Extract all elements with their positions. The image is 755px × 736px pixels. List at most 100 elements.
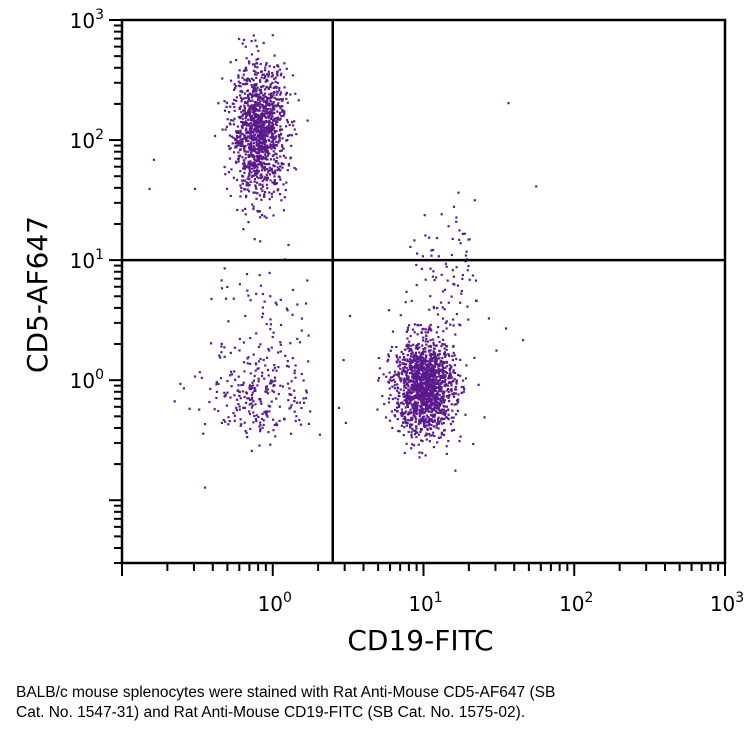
data-point [233, 151, 236, 154]
data-point [413, 355, 416, 358]
data-point [437, 336, 440, 339]
data-point [241, 114, 244, 117]
data-point [242, 406, 245, 409]
data-point [242, 162, 245, 165]
data-point [420, 420, 423, 423]
data-point [454, 371, 457, 375]
data-point [281, 98, 284, 101]
data-point [291, 313, 294, 316]
data-point [399, 412, 402, 415]
data-point [235, 178, 239, 181]
data-point [437, 393, 440, 396]
data-point [288, 387, 291, 390]
data-point [237, 151, 240, 154]
data-point [461, 274, 464, 277]
data-point [268, 162, 271, 166]
data-point [254, 65, 257, 68]
data-point [188, 407, 191, 410]
data-point [406, 421, 409, 425]
data-point [388, 378, 391, 381]
data-point [442, 395, 445, 398]
data-point [403, 416, 406, 419]
data-point [257, 98, 260, 101]
data-point [293, 369, 296, 372]
data-point [443, 352, 446, 355]
data-point [424, 350, 427, 353]
data-point [268, 410, 271, 413]
data-point [269, 83, 272, 86]
data-point [296, 303, 299, 306]
data-point [440, 273, 443, 276]
data-point [251, 381, 254, 384]
data-point [432, 372, 435, 375]
data-point [244, 136, 247, 139]
data-point [289, 342, 292, 345]
data-point [257, 367, 260, 370]
data-point [424, 358, 427, 361]
data-point [204, 423, 207, 426]
data-point [274, 80, 277, 83]
data-point [261, 371, 264, 374]
data-point [437, 385, 440, 388]
data-point [270, 130, 273, 133]
data-point [263, 166, 266, 169]
data-point [428, 308, 431, 311]
data-point [401, 369, 404, 373]
data-point [255, 104, 258, 107]
data-point [233, 414, 236, 417]
data-point [267, 116, 270, 119]
data-point [269, 113, 272, 116]
data-point [387, 309, 391, 312]
data-point [256, 166, 259, 169]
data-point [274, 76, 277, 79]
data-point [234, 145, 237, 148]
data-point [295, 401, 298, 404]
data-point [420, 404, 423, 407]
data-point [260, 150, 263, 153]
data-point [285, 139, 288, 142]
data-point [423, 411, 426, 414]
data-point [459, 374, 462, 377]
data-point [408, 390, 411, 393]
data-point [411, 405, 414, 408]
data-point [429, 362, 432, 365]
data-point [251, 77, 254, 80]
data-point [449, 388, 452, 391]
data-point [255, 121, 258, 124]
data-point [430, 402, 433, 405]
data-point [280, 128, 284, 131]
data-point [260, 187, 263, 190]
data-point [424, 454, 427, 457]
data-point [414, 351, 418, 354]
data-point [247, 155, 250, 159]
data-point [286, 121, 289, 124]
data-point [407, 411, 410, 414]
data-point [403, 426, 406, 429]
data-point [424, 402, 427, 405]
data-point [441, 360, 444, 363]
data-point [232, 102, 235, 105]
data-point [253, 133, 257, 136]
data-point [255, 151, 258, 154]
data-point [268, 206, 271, 209]
data-point [449, 323, 452, 326]
data-point [293, 400, 296, 403]
data-point [214, 134, 217, 138]
data-point [265, 62, 268, 65]
data-point [253, 73, 256, 76]
data-point [273, 180, 276, 183]
data-point [256, 156, 259, 159]
data-point [445, 345, 449, 348]
data-point [438, 364, 441, 367]
data-point [453, 364, 457, 367]
data-point [267, 431, 270, 434]
data-point [429, 427, 432, 430]
data-point [250, 406, 253, 409]
data-point [435, 423, 439, 426]
data-point [271, 380, 275, 383]
data-point [418, 356, 421, 359]
data-point [259, 428, 262, 431]
data-point [269, 103, 272, 106]
data-point [429, 355, 432, 358]
data-point [439, 420, 442, 423]
